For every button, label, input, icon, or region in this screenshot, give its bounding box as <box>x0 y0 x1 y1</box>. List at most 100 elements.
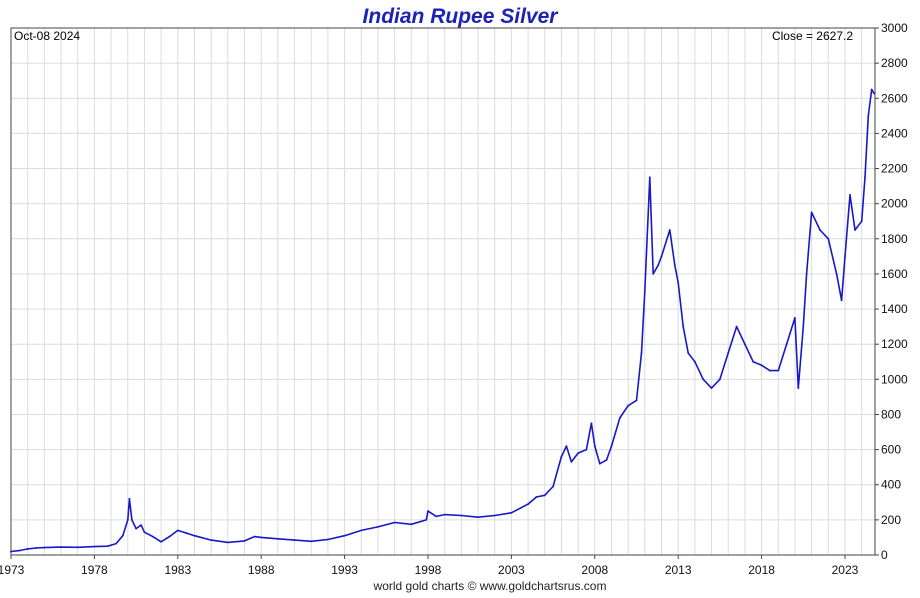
data-point <box>76 546 79 549</box>
x-tick-label: 1998 <box>415 563 442 577</box>
data-point <box>687 352 690 354</box>
data-point <box>719 378 721 381</box>
data-point <box>744 343 746 346</box>
data-point <box>210 539 213 541</box>
data-point <box>425 519 428 521</box>
data-point <box>769 369 771 372</box>
data-point <box>710 387 713 389</box>
x-tick-label: 2018 <box>748 563 775 577</box>
data-point <box>827 237 830 240</box>
data-point <box>226 541 229 544</box>
data-point <box>360 529 363 532</box>
data-point <box>565 445 568 447</box>
data-point <box>26 548 29 550</box>
data-point <box>293 539 296 541</box>
x-tick-label: 1978 <box>81 563 108 577</box>
y-tick-label: 1600 <box>881 267 908 281</box>
data-point <box>243 540 246 542</box>
data-point <box>648 176 651 179</box>
data-point <box>160 540 163 543</box>
chart-title: Indian Rupee Silver <box>363 5 560 28</box>
data-point <box>260 536 263 539</box>
data-point <box>393 521 396 524</box>
data-point <box>694 360 696 363</box>
data-point <box>640 352 643 354</box>
y-tick-label: 1800 <box>881 232 908 246</box>
data-point <box>610 445 613 447</box>
y-tick-label: 2000 <box>881 197 908 211</box>
data-point <box>668 229 671 231</box>
data-point <box>590 422 593 425</box>
data-point <box>410 523 413 526</box>
data-point <box>128 497 131 500</box>
date-label: Oct-08 2024 <box>14 29 80 43</box>
y-tick-label: 2200 <box>881 162 908 176</box>
data-point <box>657 264 660 266</box>
data-point <box>797 387 800 389</box>
data-point <box>176 529 179 532</box>
data-point <box>193 534 196 537</box>
data-point <box>327 538 329 541</box>
data-point <box>605 459 608 461</box>
data-point <box>702 378 705 381</box>
y-tick-label: 2600 <box>881 91 908 105</box>
data-point <box>143 531 146 534</box>
y-tick-label: 400 <box>881 478 901 492</box>
y-axis: 0 200 400 600 800 1000 1200 1400 1600 1800 2000 220… <box>875 21 908 562</box>
data-point <box>854 229 856 231</box>
y-tick-label: 1000 <box>881 372 908 386</box>
data-point <box>126 519 129 521</box>
series-layer <box>10 88 876 553</box>
data-point <box>618 417 621 419</box>
data-point <box>43 546 46 549</box>
data-point <box>870 88 873 91</box>
data-point <box>93 545 96 548</box>
y-tick-label: 800 <box>881 407 901 421</box>
data-point <box>810 211 813 214</box>
y-tick-label: 1400 <box>881 302 908 316</box>
x-tick-label: 2003 <box>498 563 525 577</box>
data-point <box>115 542 117 545</box>
x-tick-label: 2023 <box>832 563 859 577</box>
data-point <box>10 550 12 553</box>
data-point <box>598 462 601 465</box>
data-point <box>493 514 496 517</box>
y-tick-label: 2400 <box>881 126 908 140</box>
data-point <box>677 281 680 284</box>
data-point <box>627 404 629 407</box>
data-point <box>543 494 546 497</box>
data-point <box>60 546 62 548</box>
data-point <box>864 176 866 179</box>
data-point <box>593 445 596 447</box>
data-point <box>835 273 838 275</box>
y-tick-label: 3000 <box>881 21 908 35</box>
data-point <box>552 485 554 488</box>
data-point <box>527 503 529 505</box>
data-point <box>140 524 143 526</box>
y-tick-label: 0 <box>881 548 888 562</box>
data-point <box>151 535 154 538</box>
data-point <box>135 527 138 530</box>
data-point <box>443 513 446 516</box>
data-point <box>819 229 821 231</box>
data-point <box>35 547 37 549</box>
data-point <box>427 510 429 512</box>
data-point <box>18 549 21 552</box>
data-point <box>560 455 563 458</box>
data-point <box>682 325 685 328</box>
data-point <box>535 496 538 498</box>
data-point <box>660 255 663 258</box>
data-point <box>577 452 579 454</box>
data-point <box>131 519 133 521</box>
data-point <box>727 352 730 354</box>
x-axis: 1973 1978 1983 1988 1993 1998 2003 2008 2013 2018… <box>0 555 859 577</box>
data-point <box>435 515 438 518</box>
data-point <box>185 532 188 534</box>
data-point <box>760 364 763 367</box>
data-point <box>844 255 846 258</box>
data-point <box>310 540 313 543</box>
x-tick-label: 1983 <box>164 563 191 577</box>
data-point <box>477 516 479 519</box>
x-tick-label: 1973 <box>0 563 25 577</box>
data-point <box>860 220 863 223</box>
